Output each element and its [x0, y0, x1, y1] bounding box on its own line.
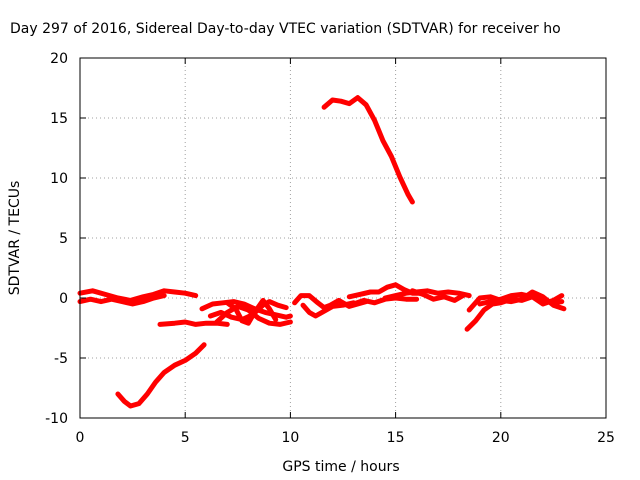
- x-tick-label: 10: [281, 430, 299, 446]
- x-tick-label: 15: [387, 430, 405, 446]
- series-line-arc-8: [224, 297, 279, 326]
- series-line-arc-3: [115, 342, 207, 409]
- series-line-arc-2: [77, 293, 167, 307]
- x-tick-label: 5: [181, 430, 190, 446]
- y-tick-label: -10: [45, 411, 68, 427]
- series-line-arc-14: [409, 288, 466, 303]
- y-axis-label: SDTVAR / TECUs: [7, 181, 23, 296]
- series-line-arc-13: [382, 288, 472, 301]
- series-line-arc-18: [477, 291, 565, 307]
- series-line-arc-5: [199, 299, 293, 320]
- y-tick-label: -5: [54, 351, 68, 367]
- x-tick-label: 0: [76, 430, 85, 446]
- x-tick-label: 20: [492, 430, 510, 446]
- plot-frame: [79, 57, 607, 419]
- grid: [80, 58, 606, 418]
- y-tick-label: 20: [50, 51, 68, 67]
- chart-title: Day 297 of 2016, Sidereal Day-to-day VTE…: [10, 21, 561, 37]
- axis-ticks: 0 5 10 15 20 25 -10 -5 0 5 10 15 20: [45, 51, 615, 446]
- y-tick-label: 0: [59, 291, 68, 307]
- y-tick-label: 10: [50, 171, 68, 187]
- series-line-arc-15: [321, 95, 415, 205]
- series-line-arc-10: [300, 300, 356, 319]
- data-series-layer: [77, 95, 567, 409]
- y-tick-label: 15: [50, 111, 68, 127]
- series-line-arc-1: [77, 288, 199, 303]
- x-axis-label: GPS time / hours: [282, 459, 399, 475]
- x-tick-label: 25: [597, 430, 615, 446]
- y-tick-label: 5: [59, 231, 68, 247]
